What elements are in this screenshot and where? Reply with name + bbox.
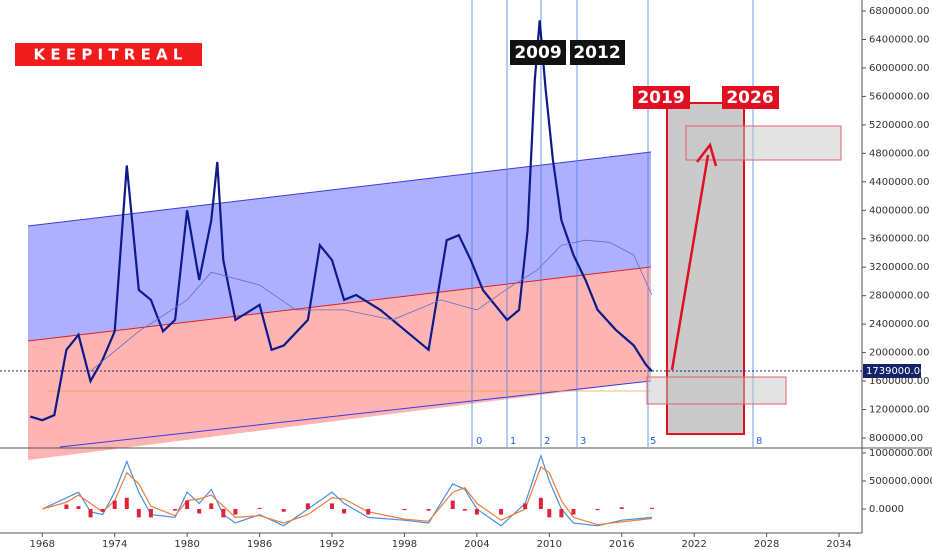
annotation: 2012 xyxy=(573,43,620,63)
histogram-bar xyxy=(538,497,543,509)
price-line xyxy=(29,20,653,422)
annotation: 2009 xyxy=(514,43,561,63)
x-tick-label: 1980 xyxy=(174,539,199,550)
fib-label: 3 xyxy=(580,436,586,447)
y-tick-label: 3600000.00 xyxy=(869,234,929,245)
target-box xyxy=(685,125,842,161)
y-tick-label: 1600000.00 xyxy=(869,376,929,387)
y-tick-label: 6800000.00 xyxy=(869,6,929,17)
histogram-bar xyxy=(342,508,347,514)
x-tick-label: 1968 xyxy=(30,539,55,550)
label-box xyxy=(570,40,625,65)
y-tick-label: 1200000.00 xyxy=(869,405,929,416)
y-tick-label: 2800000.00 xyxy=(869,291,929,302)
banner: K E E P I T R E A L xyxy=(34,46,183,64)
histogram-bar xyxy=(499,508,504,515)
x-tick-label: 1974 xyxy=(102,539,127,550)
histogram-bar xyxy=(112,500,117,509)
x-tick-label: 1992 xyxy=(319,539,344,550)
x-tick-label: 2028 xyxy=(754,539,779,550)
x-tick-label: 1998 xyxy=(392,539,417,550)
channel-mid xyxy=(27,266,652,342)
indicator-line xyxy=(42,453,652,527)
histogram-bar xyxy=(619,507,624,509)
lower-channel xyxy=(28,267,651,460)
annotation: 2019 xyxy=(637,88,684,108)
channel-bottom xyxy=(59,380,652,448)
arrow-head xyxy=(696,142,718,167)
y-tick-label: 6000000.00 xyxy=(869,63,929,74)
indicator-line xyxy=(42,466,652,526)
arrow-shaft xyxy=(670,154,710,371)
histogram-bar xyxy=(124,497,129,509)
histogram-bar xyxy=(474,508,479,515)
histogram-bar xyxy=(559,508,564,518)
histogram-bar xyxy=(209,503,214,509)
histogram-bar xyxy=(233,508,238,515)
y-tick-label: 6400000.00 xyxy=(869,34,929,45)
price-line xyxy=(90,239,653,372)
x-tick-label: 2010 xyxy=(537,539,562,550)
y-tick-label: 1000000.0000 xyxy=(869,448,932,459)
histogram-bar xyxy=(197,508,202,514)
histogram-bar xyxy=(649,507,654,509)
histogram-bar xyxy=(426,508,431,511)
histogram-bar xyxy=(462,508,467,511)
fib-label: 2 xyxy=(544,436,550,447)
histogram-bar xyxy=(88,508,93,518)
x-tick-label: 2034 xyxy=(826,539,851,550)
x-tick-label: 2004 xyxy=(464,539,489,550)
histogram-bar xyxy=(257,507,262,509)
histogram-bar xyxy=(100,508,105,512)
fib-label: 8 xyxy=(756,436,762,447)
y-tick-label: 4000000.00 xyxy=(869,205,929,216)
histogram-bar xyxy=(547,508,552,518)
fib-label: 0 xyxy=(476,436,482,447)
histogram-bar xyxy=(136,508,141,518)
histogram-bar xyxy=(330,503,335,509)
last-price-box xyxy=(863,364,921,378)
last-price-label: 1739000.00 xyxy=(866,366,926,377)
fib-lines xyxy=(471,0,754,447)
y-tick-label: 5200000.00 xyxy=(869,120,929,131)
banner-box xyxy=(15,43,202,66)
y-tick-label: 2400000.00 xyxy=(869,319,929,330)
y-tick-label: 800000.00 xyxy=(869,433,923,444)
y-tick-label: 4800000.00 xyxy=(869,148,929,159)
histogram-bar xyxy=(76,506,81,509)
x-tick-label: 1986 xyxy=(247,539,272,550)
y-tick-label: 0.0000 xyxy=(869,504,904,515)
histogram-bar xyxy=(366,508,371,515)
label-box xyxy=(633,86,690,109)
histogram-bar xyxy=(305,503,310,509)
x-tick-label: 2016 xyxy=(609,539,634,550)
y-tick-label: 5600000.00 xyxy=(869,91,929,102)
histogram-bar xyxy=(185,500,190,509)
y-tick-label: 4400000.00 xyxy=(869,177,929,188)
fib-label: 1 xyxy=(510,436,516,447)
histogram-bar xyxy=(148,508,153,518)
y-tick-label: 3200000.00 xyxy=(869,262,929,273)
histogram-bar xyxy=(523,503,528,509)
upper-channel xyxy=(28,152,651,341)
histogram-bar xyxy=(64,504,69,509)
histogram-bar xyxy=(173,508,178,511)
label-box xyxy=(722,86,779,109)
histogram-bar xyxy=(402,508,407,511)
fib-label: 5 xyxy=(650,436,656,447)
support-box xyxy=(646,376,787,405)
y-tick-label: 500000.0000 xyxy=(869,476,932,487)
histogram-bar xyxy=(571,508,576,515)
histogram-bar xyxy=(450,500,455,509)
label-box xyxy=(510,40,566,65)
annotation: 2026 xyxy=(726,88,773,108)
x-tick-label: 2022 xyxy=(681,539,706,550)
y-tick-label: 2000000.00 xyxy=(869,348,929,359)
histogram-bar xyxy=(595,508,600,511)
histogram-bar xyxy=(281,508,286,512)
histogram-bar xyxy=(221,508,226,518)
